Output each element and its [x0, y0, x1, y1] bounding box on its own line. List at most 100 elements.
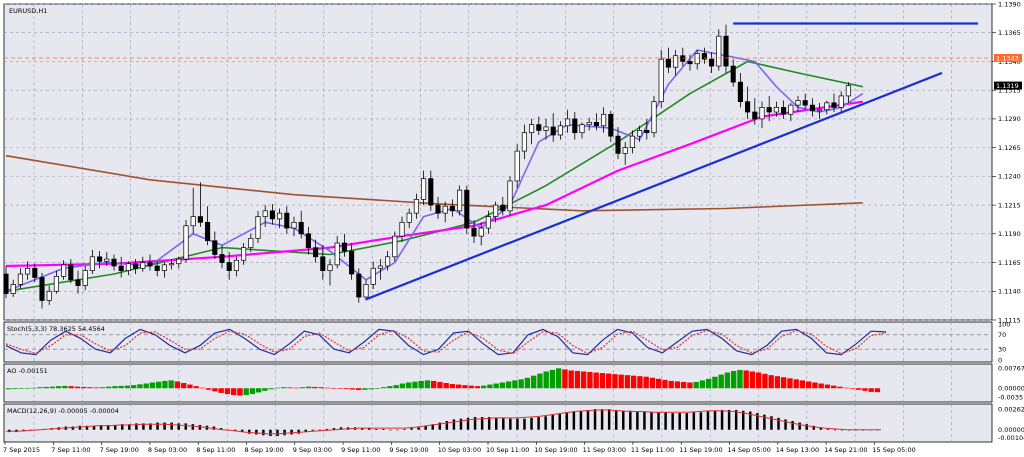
- candle: [493, 204, 499, 217]
- ao-bar: [356, 388, 362, 391]
- candle: [788, 104, 794, 115]
- time-tick-label: 9 Sep 03:00: [293, 446, 332, 454]
- candle: [133, 263, 139, 269]
- ao-bar: [531, 375, 537, 389]
- candle: [629, 135, 635, 148]
- stochastic-pane[interactable]: [3, 321, 993, 363]
- ao-bar: [343, 388, 349, 390]
- candle: [39, 277, 45, 301]
- macd-bar: [452, 419, 456, 430]
- ao-bar: [756, 372, 762, 389]
- price-tick-label: 1.1290: [998, 115, 1021, 123]
- stochastic-tick-label: 70: [998, 331, 1006, 339]
- candle: [759, 107, 765, 120]
- price-tick-label: 1.1365: [998, 29, 1021, 37]
- ao-bar: [674, 381, 681, 389]
- macd-bar: [622, 410, 625, 430]
- candle: [701, 53, 707, 60]
- macd-bar: [523, 418, 526, 430]
- ao-bar: [362, 388, 368, 390]
- macd-bar: [784, 419, 787, 430]
- ao-bar: [862, 388, 868, 391]
- ao-bar: [606, 373, 612, 389]
- candle: [723, 35, 729, 67]
- ao-bar: [799, 380, 806, 389]
- candle: [665, 58, 671, 68]
- trendline[interactable]: [365, 71, 943, 301]
- ao-bar: [424, 380, 431, 389]
- candle: [565, 118, 571, 127]
- ao-bar: [12, 388, 18, 390]
- ao-bar: [681, 381, 687, 389]
- ao-bar: [543, 371, 549, 389]
- time-tick-label: 9 Sep 19:00: [389, 446, 428, 454]
- macd-bar: [396, 429, 399, 431]
- candle: [421, 178, 427, 200]
- macd-bar: [699, 412, 703, 430]
- macd-pane[interactable]: [3, 403, 993, 443]
- ao-bar: [612, 374, 618, 389]
- candle: [824, 102, 830, 111]
- ao-bar: [856, 388, 862, 390]
- macd-bar: [325, 428, 329, 430]
- awesome-oscillator-pane[interactable]: [3, 363, 993, 403]
- candle: [327, 264, 333, 271]
- ao-bar: [231, 388, 237, 396]
- ao-bar: [812, 382, 818, 389]
- macd-bar: [106, 424, 110, 430]
- macd-bar: [565, 412, 569, 430]
- macd-bar: [509, 418, 512, 430]
- macd-bar: [530, 417, 533, 430]
- ao-bar: [737, 369, 743, 389]
- ao-bar: [793, 379, 799, 389]
- ao-bar: [806, 381, 812, 389]
- ao-bar: [68, 386, 74, 389]
- candle: [3, 273, 9, 294]
- ao-bar: [624, 375, 631, 389]
- ao-bar: [831, 385, 837, 389]
- candle: [579, 124, 585, 134]
- ao-bar: [174, 381, 181, 389]
- ao-bar: [781, 377, 787, 389]
- macd-bar: [184, 423, 187, 430]
- price-tick-label: 1.1115: [998, 316, 1021, 324]
- candle: [313, 247, 319, 258]
- candle: [255, 216, 261, 239]
- candle: [385, 256, 391, 267]
- price-pane[interactable]: [3, 3, 993, 321]
- ao-bar: [31, 387, 37, 389]
- ao-bar: [256, 388, 262, 393]
- macd-bar: [304, 429, 307, 433]
- ao-bar: [262, 388, 268, 391]
- candle: [226, 262, 232, 271]
- ao-bar: [668, 380, 674, 389]
- time-tick-label: 10 Sep 11:00: [486, 446, 529, 454]
- ao-bar: [568, 370, 574, 389]
- ao-bar: [18, 388, 24, 389]
- candle: [521, 132, 527, 152]
- macd-tick-label: 0.00000: [998, 426, 1024, 434]
- candle: [471, 227, 477, 237]
- macd-bar: [551, 414, 554, 430]
- ao-bar: [131, 385, 137, 389]
- macd-bar: [664, 412, 667, 430]
- ao-bar: [468, 385, 474, 389]
- macd-bar: [382, 428, 385, 430]
- ao-bar: [562, 369, 568, 389]
- ao-bar: [349, 388, 356, 390]
- stochastic-tick-label: 100: [998, 320, 1010, 328]
- candle: [442, 205, 448, 214]
- price-tick-label: 1.1265: [998, 144, 1021, 152]
- ao-bar: [724, 372, 731, 389]
- candle: [457, 189, 463, 212]
- ao-bar: [274, 387, 281, 389]
- macd-bar: [614, 409, 618, 430]
- stochastic-main-line: [5, 328, 887, 356]
- ao-bar: [524, 377, 531, 389]
- ao-bar: [712, 376, 718, 389]
- ao-bar: [6, 388, 12, 390]
- candle: [737, 81, 743, 103]
- candle: [262, 210, 268, 217]
- candle: [161, 264, 167, 271]
